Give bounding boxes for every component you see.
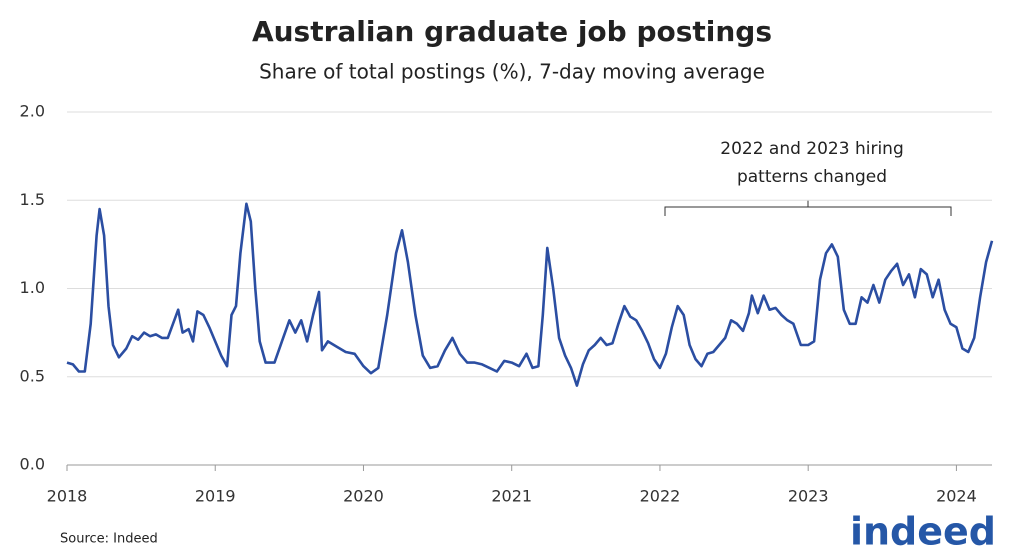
y-tick-label: 0.5 [20, 366, 45, 385]
y-tick-label: 2.0 [20, 102, 45, 121]
x-tick-label: 2023 [788, 487, 829, 506]
x-tick-label: 2020 [343, 487, 384, 506]
data-line [66, 202, 994, 387]
x-tick-label: 2021 [491, 487, 532, 506]
y-tick-label: 0.0 [20, 455, 45, 474]
x-tick-label: 2024 [936, 487, 977, 506]
annotation: patterns changed [737, 167, 887, 187]
chart-subtitle: Share of total postings (%), 7-day movin… [259, 60, 765, 84]
annotation-bracket [664, 200, 952, 216]
logo: indeed [850, 510, 996, 554]
x-tick-label: 2018 [47, 487, 88, 506]
y-tick-label: 1.5 [20, 190, 45, 209]
chart-title: Australian graduate job postings [252, 15, 772, 48]
y-tick-label: 1.0 [20, 278, 45, 297]
x-tick-label: 2019 [195, 487, 236, 506]
source: Source: Indeed [60, 532, 158, 547]
x-tick-label: 2022 [640, 487, 681, 506]
annotation: 2022 and 2023 hiring [720, 139, 904, 159]
